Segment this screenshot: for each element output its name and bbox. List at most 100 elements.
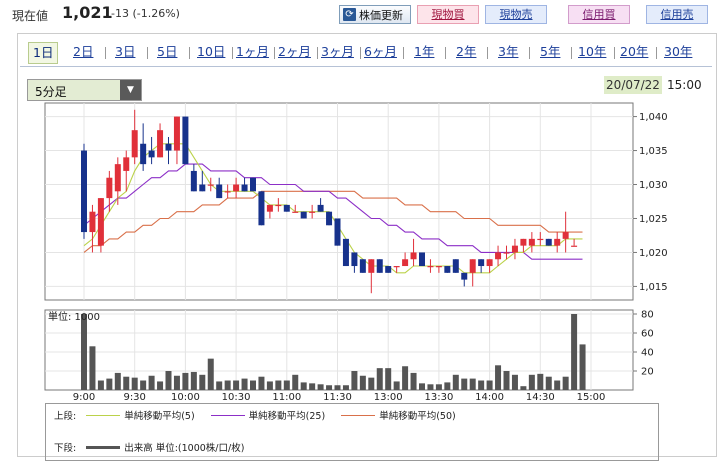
candle-body [334,218,341,246]
candle-body [435,266,442,268]
volume-bar [385,368,392,390]
x-tick-label: 13:00 [374,392,403,403]
volume-bar [81,314,87,390]
refresh-price-button[interactable]: ⟳ 株価更新 [339,5,411,24]
candle [224,184,231,199]
tab-3m[interactable]: 3ヶ月 [321,44,354,59]
candle-body [486,259,493,267]
volume-bar [131,377,138,390]
candle [190,164,197,192]
volume-bar [207,358,214,390]
candle [410,238,417,267]
candle [233,177,240,199]
candle-body [283,204,290,212]
candle [495,245,502,267]
volume-bar [165,371,172,390]
tab-6m[interactable]: 6ヶ月 [364,44,397,59]
candle [342,238,349,267]
candle-body [182,116,189,165]
legend-upper-label: 上段: [54,411,77,422]
tab-5y[interactable]: 5年 [540,44,561,59]
candle-body [444,266,451,273]
tab-3d[interactable]: 3日 [115,44,136,59]
tab-10y[interactable]: 10年 [578,44,607,59]
candle-body [300,211,307,219]
candle-body [266,204,273,212]
tab-2y[interactable]: 2年 [456,44,477,59]
price-tick-label: 1,020 [639,248,668,259]
tab-20y[interactable]: 20年 [620,44,649,59]
volume-bar [452,374,459,390]
tab-30y[interactable]: 30年 [664,44,693,59]
candle-body [554,238,561,246]
volume-bar [402,366,409,390]
candle [250,177,256,192]
legend-ma50-label: 単純移動平均(50) [379,411,456,422]
candle-body [173,116,180,151]
tab-2d[interactable]: 2日 [73,44,94,59]
candle [182,116,189,165]
candle-body [216,184,223,199]
x-tick-label: 13:30 [424,392,453,403]
candle [571,238,578,247]
candle [452,259,459,273]
price-change: -13 (-1.26%) [111,7,180,20]
tab-3y[interactable]: 3年 [498,44,519,59]
price-tick-label: 1,030 [639,180,668,191]
candle [427,259,434,273]
candle [385,266,392,273]
legend-ma25-swatch [210,414,245,416]
tab-1m[interactable]: 1ヶ月 [236,44,269,59]
candle [334,218,341,246]
volume-bar [427,384,434,390]
volume-bar [393,381,400,390]
tab-5d[interactable]: 5日 [157,44,178,59]
volume-tick-label: 20 [641,367,654,378]
candle-body [528,238,535,246]
price-tick-label: 1,015 [639,282,668,293]
volume-bar [123,376,130,390]
candle [545,238,552,246]
margin-buy-button[interactable]: 信用買 [568,5,630,24]
candle-body [140,143,147,165]
volume-bar [317,384,324,390]
candle [140,123,147,171]
volume-bar [571,314,578,390]
margin-sell-button[interactable]: 信用売 [646,5,708,24]
legend-ma5-swatch [86,414,121,416]
candle [173,116,180,165]
candle-body [537,238,544,241]
current-price-value: 1,021 [62,3,113,22]
tab-2m[interactable]: 2ヶ月 [278,44,311,59]
candle-body [376,259,383,273]
chart-time: 15:00 [667,78,702,92]
candle-body [520,238,527,246]
candle-body [326,211,333,226]
candle [537,232,544,246]
candle [351,252,358,273]
chart-legend: 上段: 単純移動平均(5) 単純移動平均(25) 単純移動平均(50) 下段: … [45,403,659,461]
tab-1y[interactable]: 1年 [414,44,435,59]
volume-bar [258,376,265,390]
candle [300,211,307,219]
cash-buy-button[interactable]: 現物買 [417,5,479,24]
candle-body [106,177,113,199]
x-tick-label: 14:30 [526,392,555,403]
volume-tick-label: 40 [641,348,654,359]
candle-body [402,259,409,267]
candle-body [165,143,172,151]
volume-bar [250,380,256,390]
candle-body [359,259,366,273]
volume-bar [554,380,561,390]
cash-sell-button[interactable]: 現物売 [485,5,547,24]
volume-bar [173,375,180,390]
tab-1d[interactable]: 1日 [28,42,59,64]
refresh-price-label: 株価更新 [359,8,403,22]
volume-bar [300,382,307,390]
candle-body [250,177,256,192]
candle [309,204,316,219]
tab-10d[interactable]: 10日 [197,44,226,59]
candle-body [258,191,265,226]
interval-select[interactable]: 5分足 ▼ [27,79,142,101]
candle [393,266,400,273]
